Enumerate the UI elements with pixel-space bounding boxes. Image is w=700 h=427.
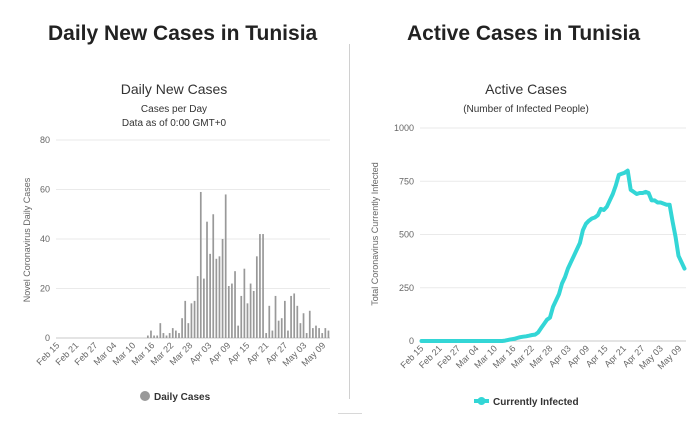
daily-case-bar[interactable] xyxy=(262,234,264,338)
daily-case-bar[interactable] xyxy=(296,305,299,338)
daily-case-bar[interactable] xyxy=(255,256,258,338)
active-chart-y-axis-label: Total Coronavirus Currently Infected xyxy=(370,162,380,306)
left-y-tick-label: 60 xyxy=(40,185,50,195)
daily-case-bar[interactable] xyxy=(162,333,165,338)
daily-case-bar[interactable] xyxy=(187,323,190,338)
daily-case-bar[interactable] xyxy=(305,333,308,338)
daily-case-bar[interactable] xyxy=(243,268,246,338)
daily-case-bar[interactable] xyxy=(324,328,327,338)
daily-case-bar[interactable] xyxy=(175,330,177,338)
daily-case-bar[interactable] xyxy=(312,328,314,338)
daily-case-bar[interactable] xyxy=(199,191,202,338)
daily-case-bar[interactable] xyxy=(196,276,199,338)
daily-case-bar[interactable] xyxy=(224,194,227,338)
left-y-tick-label: 20 xyxy=(40,284,50,294)
daily-case-bar[interactable] xyxy=(165,335,168,338)
daily-chart-legend[interactable]: Daily Cases xyxy=(140,391,211,403)
daily-case-bar[interactable] xyxy=(159,323,162,338)
daily-case-bar[interactable] xyxy=(302,313,305,338)
right-y-tick-label: 750 xyxy=(399,176,414,186)
daily-chart-y-ticks: 0 20 40 60 80 xyxy=(40,135,50,343)
daily-case-bar[interactable] xyxy=(271,330,274,338)
daily-legend-label: Daily Cases xyxy=(154,392,211,403)
daily-chart-title: Daily New Cases xyxy=(121,81,228,97)
daily-case-bar[interactable] xyxy=(268,305,271,338)
active-chart-y-ticks: 0 250 500 750 1000 xyxy=(394,123,414,346)
daily-case-bar[interactable] xyxy=(293,293,296,338)
daily-case-bar[interactable] xyxy=(156,335,159,338)
daily-case-bar[interactable] xyxy=(277,320,280,338)
daily-case-bar[interactable] xyxy=(221,239,224,338)
left-y-tick-label: 0 xyxy=(45,333,50,343)
daily-case-bar[interactable] xyxy=(287,330,289,338)
right-y-tick-label: 1000 xyxy=(394,123,414,133)
daily-case-bar[interactable] xyxy=(321,333,324,338)
daily-case-bar[interactable] xyxy=(252,290,255,338)
active-legend-label: Currently Infected xyxy=(493,397,579,408)
daily-case-bar[interactable] xyxy=(259,234,261,338)
daily-chart-y-axis-label: Novel Coronavirus Daily Cases xyxy=(22,177,32,302)
daily-case-bar[interactable] xyxy=(249,283,252,338)
daily-case-bar[interactable] xyxy=(246,303,249,338)
daily-case-bar[interactable] xyxy=(315,325,317,338)
daily-case-bar[interactable] xyxy=(280,318,283,338)
daily-case-bar[interactable] xyxy=(283,300,286,338)
left-section-heading: Daily New Cases in Tunisia xyxy=(48,22,318,45)
daily-case-bar[interactable] xyxy=(308,310,311,338)
daily-case-bar[interactable] xyxy=(181,318,183,338)
daily-case-bar[interactable] xyxy=(178,333,180,338)
daily-chart-grid xyxy=(56,139,330,339)
daily-case-bar[interactable] xyxy=(299,323,302,338)
daily-case-bar[interactable] xyxy=(227,286,230,338)
daily-case-bar[interactable] xyxy=(231,283,233,338)
daily-legend-marker xyxy=(140,391,150,401)
daily-case-bar[interactable] xyxy=(215,258,218,338)
section-divider xyxy=(349,44,350,399)
daily-case-bar[interactable] xyxy=(265,333,268,338)
right-y-tick-label: 0 xyxy=(409,336,414,346)
left-y-tick-label: 40 xyxy=(40,234,50,244)
daily-case-bar[interactable] xyxy=(190,303,193,338)
daily-case-bar[interactable] xyxy=(234,271,236,338)
active-chart-legend[interactable]: Currently Infected xyxy=(474,397,579,408)
right-y-tick-label: 500 xyxy=(399,230,414,240)
active-chart-line xyxy=(419,168,687,343)
daily-case-bar[interactable] xyxy=(240,295,243,338)
daily-case-bar[interactable] xyxy=(206,221,208,338)
daily-case-bar[interactable] xyxy=(150,330,152,338)
daily-case-bar[interactable] xyxy=(171,328,174,338)
right-y-tick-label: 250 xyxy=(399,283,414,293)
active-chart-title: Active Cases xyxy=(485,81,567,97)
daily-case-bar[interactable] xyxy=(212,214,215,338)
daily-case-bar[interactable] xyxy=(153,335,155,338)
daily-case-bar[interactable] xyxy=(168,333,171,338)
daily-case-bar[interactable] xyxy=(184,300,187,338)
active-chart-subtitle: (Number of Infected People) xyxy=(463,104,589,115)
daily-case-bar[interactable] xyxy=(318,328,320,338)
daily-case-bar[interactable] xyxy=(146,335,149,338)
daily-chart-subtitle-1: Cases per Day xyxy=(141,104,207,115)
daily-case-bar[interactable] xyxy=(274,295,277,338)
left-y-tick-label: 80 xyxy=(40,135,50,145)
daily-chart-bars xyxy=(146,191,330,338)
daily-case-bar[interactable] xyxy=(327,330,330,338)
daily-case-bar[interactable] xyxy=(193,300,196,338)
daily-case-bar[interactable] xyxy=(209,253,211,338)
bottom-rule xyxy=(338,413,362,414)
right-section-heading: Active Cases in Tunisia xyxy=(407,22,641,45)
active-legend-marker xyxy=(477,397,486,405)
daily-case-bar[interactable] xyxy=(290,295,292,338)
daily-case-bar[interactable] xyxy=(203,278,205,338)
daily-case-bar[interactable] xyxy=(218,256,221,338)
daily-case-bar[interactable] xyxy=(237,325,240,338)
currently-infected-line[interactable] xyxy=(419,168,687,343)
daily-chart-subtitle-2: Data as of 0:00 GMT+0 xyxy=(122,118,227,129)
